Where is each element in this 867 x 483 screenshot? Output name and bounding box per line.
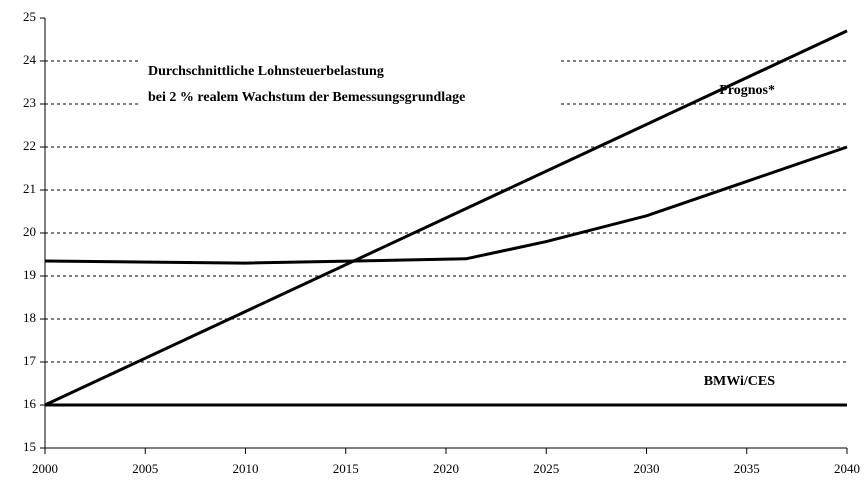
y-tick-label: 15 [23,439,36,454]
x-tick-label: 2040 [834,461,860,476]
x-tick-label: 2020 [433,461,459,476]
x-tick-label: 2010 [233,461,259,476]
annotation: bei 2 % realem Wachstum der Bemessungsgr… [148,90,465,105]
series-line [44,29,848,407]
y-tick-label: 19 [23,267,36,282]
series-label: BMWi/CES [704,374,776,389]
y-tick-label: 18 [23,310,36,325]
x-tick-label: 2000 [32,461,58,476]
x-tick-label: 2030 [634,461,660,476]
series-line [44,145,848,265]
y-tick-label: 25 [23,9,36,24]
x-tick-label: 2005 [132,461,158,476]
y-tick-label: 23 [23,95,36,110]
y-tick-label: 21 [23,181,36,196]
series-label: Prognos* [719,83,775,98]
x-tick-label: 2015 [333,461,359,476]
y-tick-label: 16 [23,396,37,411]
y-tick-label: 24 [23,52,37,67]
y-tick-label: 22 [23,138,36,153]
x-tick-label: 2025 [533,461,559,476]
annotation: Durchschnittliche Lohnsteuerbelastung [148,64,384,79]
y-tick-label: 17 [23,353,37,368]
x-tick-label: 2035 [734,461,760,476]
annotation-background [140,56,560,114]
y-tick-label: 20 [23,224,36,239]
